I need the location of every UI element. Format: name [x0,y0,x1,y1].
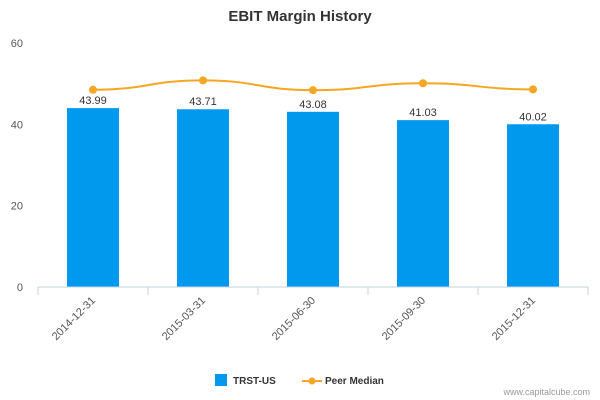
bar [67,108,119,287]
y-tick-label: 0 [17,282,23,294]
y-tick-label: 60 [11,38,23,50]
x-tick-label: 2015-09-30 [380,295,428,343]
x-axis: 2014-12-31 2015-03-31 2015-06-30 2015-09-30… [37,286,589,343]
peer-median-marker [529,85,537,94]
bar [287,111,339,287]
bar-data-label: 43.08 [299,99,327,111]
bar-data-label: 40.02 [519,111,547,123]
y-tick-label: 40 [11,119,23,131]
x-tick-label: 2015-03-31 [160,295,208,343]
legend-label-bar: TRST-US [233,376,276,387]
peer-median-marker [309,86,317,95]
y-axis: 0 20 40 60 [11,38,23,294]
legend-label-line: Peer Median [325,376,384,387]
bar-data-label: 41.03 [409,107,437,119]
x-tick-label: 2015-12-31 [490,295,538,343]
legend-swatch-bar [215,374,227,386]
bar-data-label: 43.71 [189,96,217,108]
x-tick-label: 2014-12-31 [50,295,98,343]
credit-text: www.capitalcube.com [502,387,590,397]
peer-median-marker [419,79,427,88]
y-tick-label: 20 [11,201,23,213]
bar [397,120,449,287]
legend: TRST-US Peer Median [215,374,384,387]
peer-median-marker [89,85,97,94]
legend-swatch-marker [308,377,316,385]
bar [507,124,559,287]
chart-title: EBIT Margin History [228,8,372,25]
line-series [89,76,537,95]
bar-data-label: 43.99 [79,95,107,107]
x-tick-label: 2015-06-30 [270,295,318,343]
bar-series: 43.99 43.71 43.08 41.03 40.02 [67,95,559,287]
bar [177,109,229,287]
peer-median-marker [199,76,207,85]
